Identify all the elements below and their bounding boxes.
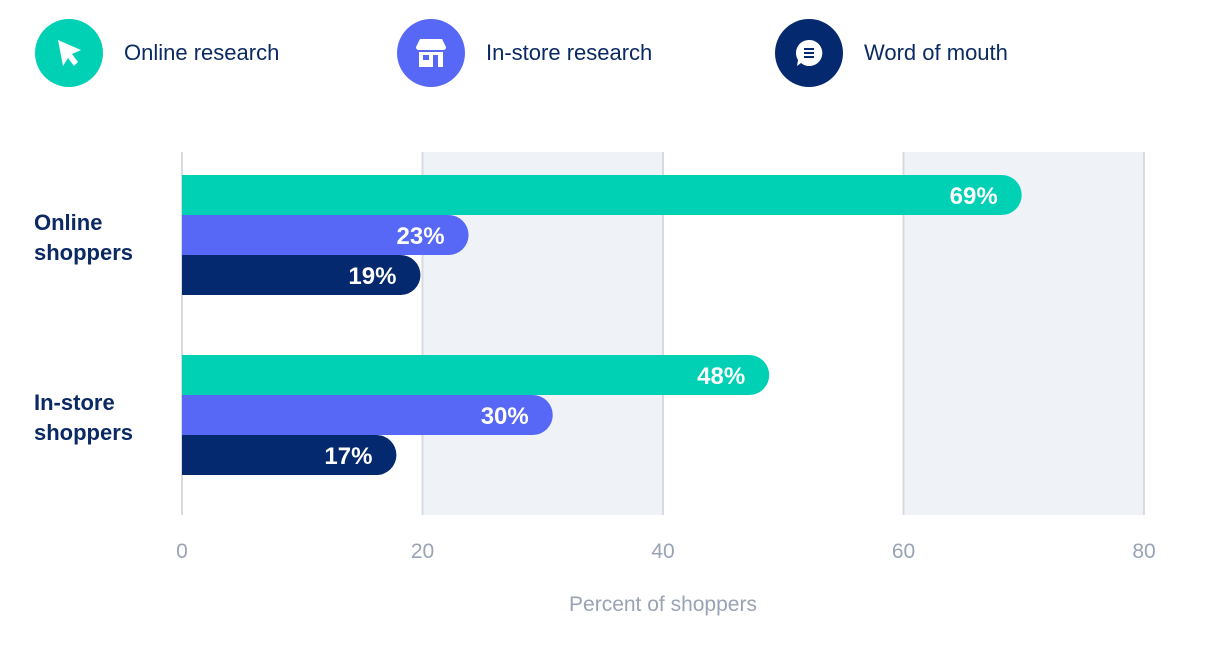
bar [182, 395, 553, 435]
legend-label: Word of mouth [864, 40, 1008, 65]
legend-item-online-research: Online research [35, 19, 279, 87]
cursor-arrow-icon [35, 19, 103, 87]
category-label: shoppers [34, 240, 133, 265]
x-tick-label: 0 [176, 540, 188, 563]
bar [182, 355, 770, 395]
bar-value-label: 19% [348, 263, 396, 290]
x-tick-label: 20 [411, 540, 434, 563]
chat-bubble-icon [775, 19, 843, 87]
bar [182, 435, 397, 475]
x-tick-label: 60 [892, 540, 915, 563]
legend-item-in-store-research: In-store research [397, 19, 652, 87]
x-axis-label: Percent of shoppers [569, 593, 757, 616]
bar [182, 255, 421, 295]
category-label: Online [34, 210, 102, 235]
bar-value-label: 30% [481, 403, 529, 430]
bar-value-label: 17% [324, 443, 372, 470]
legend-label: In-store research [486, 40, 653, 65]
legend-label: Online research [124, 40, 280, 65]
storefront-icon [397, 19, 465, 87]
bar [182, 175, 1022, 215]
x-tick-label: 80 [1132, 540, 1155, 563]
bar-value-label: 48% [697, 363, 745, 390]
legend-item-word-of-mouth: Word of mouth [775, 19, 1008, 87]
category-label: In-store [34, 390, 115, 415]
bar [182, 215, 469, 255]
bar-value-label: 23% [397, 223, 445, 250]
category-label: shoppers [34, 420, 133, 445]
bar-value-label: 69% [950, 183, 998, 210]
x-tick-label: 40 [651, 540, 674, 563]
